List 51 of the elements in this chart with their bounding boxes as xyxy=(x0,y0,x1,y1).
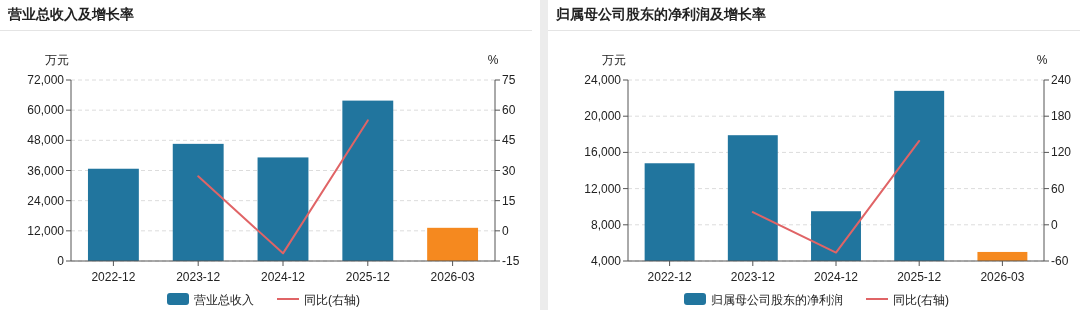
y2-tick-label: 15 xyxy=(502,193,516,208)
y-tick-label: 12,000 xyxy=(584,181,622,196)
legend-label: 归属母公司股东的净利润 xyxy=(711,292,843,307)
legend-label: 同比(右轴) xyxy=(893,292,949,307)
x-tick-label: 2023-12 xyxy=(176,270,221,284)
y2-tick-label: 0 xyxy=(1051,217,1058,232)
x-tick-label: 2025-12 xyxy=(345,270,391,284)
legend-label: 营业总收入 xyxy=(194,292,254,307)
y-tick-label: 4,000 xyxy=(590,254,622,268)
bar xyxy=(172,143,224,261)
y2-tick-label: 180 xyxy=(1051,109,1072,124)
y2-tick-label: 75 xyxy=(502,73,516,87)
chart-title: 营业总收入及增长率 xyxy=(7,6,134,22)
y-tick-label: 8,000 xyxy=(590,217,622,232)
x-tick-label: 2026-03 xyxy=(430,270,475,284)
y-tick-label: 60,000 xyxy=(27,103,65,118)
y2-tick-label: 120 xyxy=(1051,145,1072,160)
bar xyxy=(87,168,139,261)
x-tick-label: 2024-12 xyxy=(260,270,306,284)
y2-tick-label: 30 xyxy=(502,163,516,178)
x-tick-label: 2022-12 xyxy=(647,270,692,284)
y-tick-label: 20,000 xyxy=(584,109,622,124)
bar xyxy=(342,100,394,261)
x-tick-label: 2026-03 xyxy=(980,270,1025,284)
y2-tick-label: 60 xyxy=(502,103,516,118)
y-tick-label: 16,000 xyxy=(584,145,622,160)
y2-axis-title: % xyxy=(1036,53,1048,67)
y-tick-label: 72,000 xyxy=(27,73,65,87)
y-tick-label: 12,000 xyxy=(27,223,65,238)
x-tick-label: 2023-12 xyxy=(730,270,776,284)
y-tick-label: 24,000 xyxy=(584,73,622,87)
y-axis-title: 万元 xyxy=(45,53,69,67)
y2-tick-label: 240 xyxy=(1051,73,1072,87)
y2-tick-label: 0 xyxy=(502,223,509,238)
bar xyxy=(427,227,479,261)
y2-tick-label: -15 xyxy=(502,254,520,268)
x-tick-label: 2022-12 xyxy=(91,270,136,284)
bar xyxy=(257,157,309,261)
y-tick-label: 0 xyxy=(57,254,65,268)
y-tick-label: 36,000 xyxy=(27,163,65,178)
y2-axis-title: % xyxy=(487,53,499,67)
y2-tick-label: 60 xyxy=(1051,181,1065,196)
x-tick-label: 2025-12 xyxy=(897,270,942,284)
y-tick-label: 48,000 xyxy=(27,133,65,148)
y-tick-label: 24,000 xyxy=(27,193,65,208)
legend-label: 同比(右轴) xyxy=(304,292,360,307)
y2-tick-label: -60 xyxy=(1051,254,1069,268)
y-axis-title: 万元 xyxy=(602,53,626,67)
chart-title: 归属母公司股东的净利润及增长率 xyxy=(555,6,766,22)
y2-tick-label: 45 xyxy=(502,133,516,148)
x-tick-label: 2024-12 xyxy=(813,270,859,284)
